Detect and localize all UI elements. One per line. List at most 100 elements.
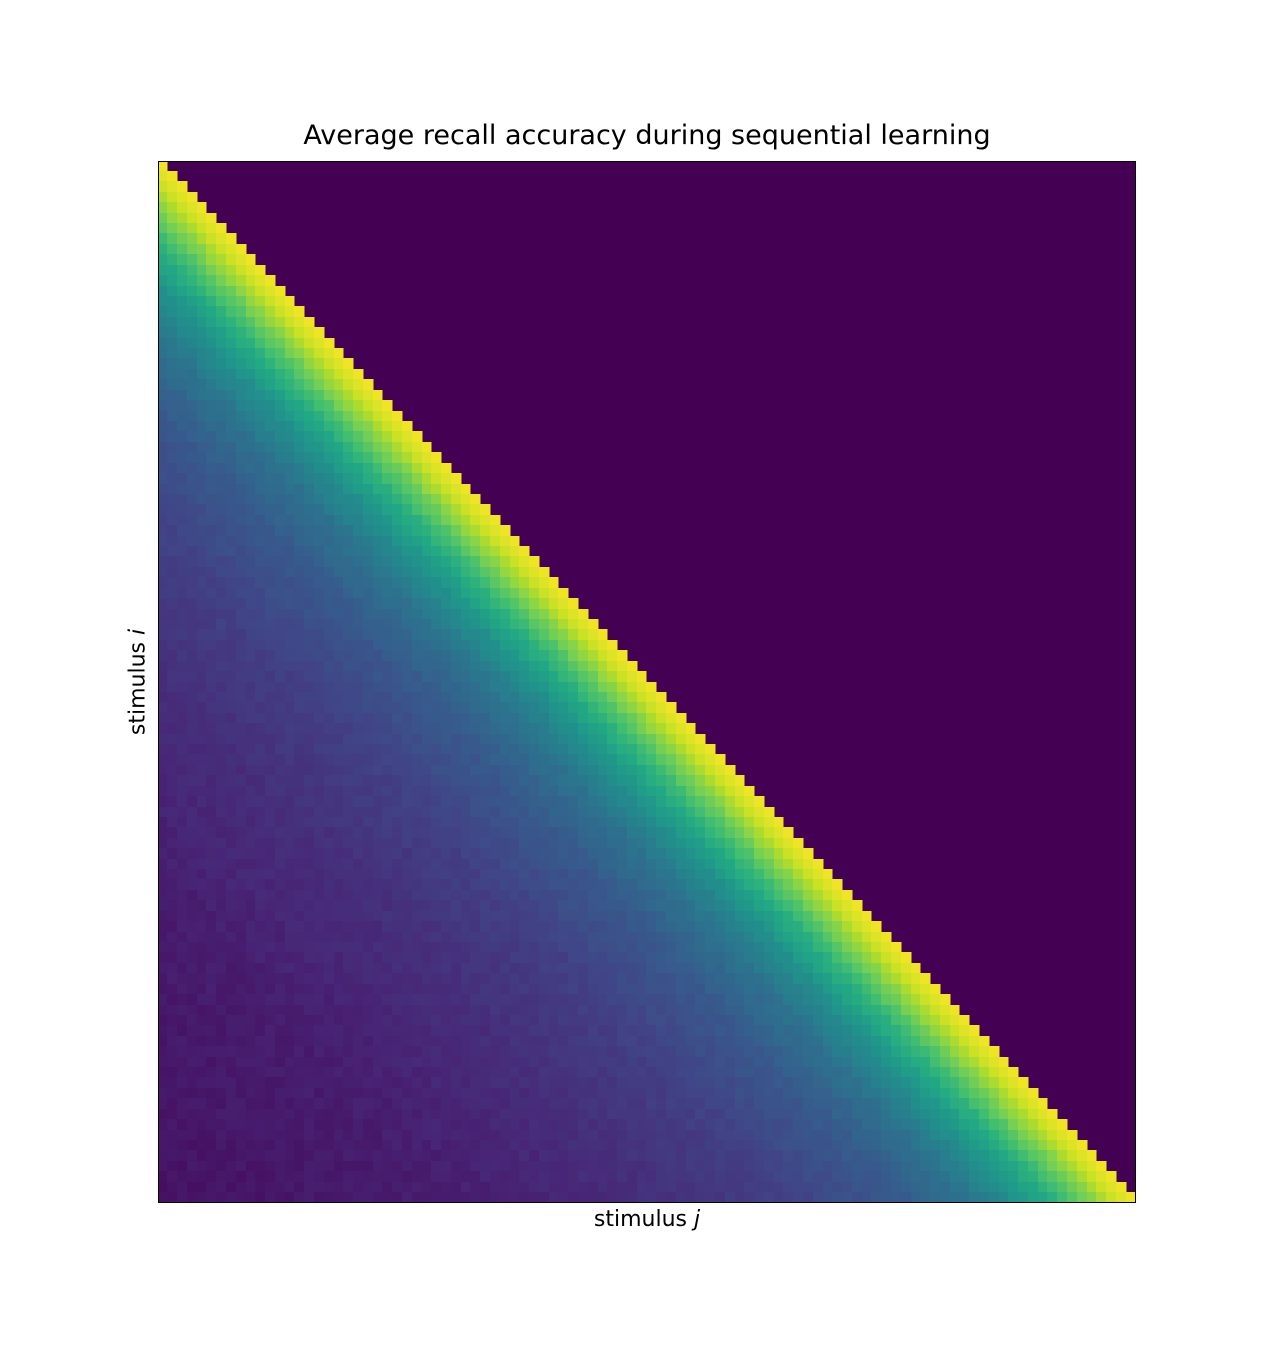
heatmap-cell — [490, 1098, 501, 1110]
heatmap-cell — [382, 1140, 393, 1151]
heatmap-cell — [285, 994, 295, 1006]
heatmap-cell — [842, 973, 853, 985]
heatmap-cell — [285, 827, 295, 839]
heatmap-cell — [500, 525, 511, 537]
heatmap-cell — [197, 952, 207, 964]
heatmap-cell — [167, 504, 178, 516]
heatmap-cell — [392, 1077, 403, 1089]
heatmap-cell — [304, 504, 315, 516]
heatmap-cell — [940, 1109, 951, 1120]
heatmap-cell — [255, 848, 266, 860]
heatmap-cell — [255, 338, 266, 349]
heatmap-cell — [285, 536, 295, 547]
heatmap-cell — [431, 817, 442, 828]
heatmap-cell — [1038, 1161, 1048, 1172]
heatmap-cell — [197, 682, 207, 693]
heatmap-cell — [412, 1182, 423, 1193]
heatmap-cell — [695, 869, 706, 880]
heatmap-cell — [1038, 1140, 1048, 1151]
heatmap-cell — [412, 640, 423, 651]
heatmap-cell — [686, 754, 696, 766]
heatmap-cell — [519, 1109, 530, 1120]
heatmap-cell — [725, 1015, 736, 1026]
heatmap-cell — [363, 1036, 374, 1047]
heatmap-cell — [510, 921, 520, 933]
heatmap-cell — [422, 869, 432, 880]
heatmap-cell — [167, 202, 178, 214]
heatmap-cell — [236, 869, 247, 880]
heatmap-cell — [539, 1057, 550, 1068]
heatmap-cell — [236, 859, 247, 870]
heatmap-cell — [314, 629, 325, 641]
heatmap-cell — [920, 973, 931, 985]
heatmap-cell — [363, 452, 374, 464]
heatmap-cell — [950, 1005, 960, 1016]
heatmap-cell — [744, 817, 755, 828]
heatmap-cell — [461, 890, 471, 901]
heatmap-cell — [441, 650, 452, 662]
heatmap-cell — [451, 1015, 462, 1026]
heatmap-cell — [158, 181, 168, 193]
heatmap-cell — [852, 1015, 863, 1026]
heatmap-cell — [735, 1109, 745, 1120]
heatmap-cell — [226, 859, 237, 870]
heatmap-cell — [226, 400, 237, 412]
heatmap-cell — [402, 588, 413, 599]
heatmap-cell — [461, 1140, 471, 1151]
heatmap-cell — [823, 1005, 833, 1016]
heatmap-cell — [431, 661, 442, 672]
heatmap-cell — [607, 890, 618, 901]
heatmap-cell — [578, 942, 589, 953]
heatmap-cell — [617, 775, 628, 787]
heatmap-cell — [500, 744, 511, 755]
heatmap-cell — [353, 765, 364, 776]
heatmap-cell — [666, 994, 677, 1006]
heatmap-cell — [666, 754, 677, 766]
heatmap-cell — [607, 692, 618, 703]
heatmap-cell — [422, 494, 432, 505]
heatmap-cell — [206, 609, 217, 620]
heatmap-cell — [842, 1182, 853, 1193]
heatmap-cell — [334, 932, 344, 943]
heatmap-cell — [236, 848, 247, 860]
heatmap-cell — [539, 1036, 550, 1047]
heatmap-cell — [431, 452, 442, 464]
heatmap-cell — [920, 1046, 931, 1058]
heatmap-cell — [353, 900, 364, 912]
heatmap-cell — [226, 973, 237, 985]
heatmap-cell — [539, 1182, 550, 1193]
heatmap-cell — [343, 754, 354, 766]
heatmap-cell — [314, 650, 325, 662]
heatmap-cell — [519, 859, 530, 870]
heatmap-cell — [754, 1067, 765, 1078]
heatmap-cell — [334, 525, 344, 537]
heatmap-cell — [441, 984, 452, 995]
heatmap-cell — [206, 817, 217, 828]
heatmap-cell — [774, 1067, 784, 1078]
heatmap-cell — [187, 1025, 198, 1037]
heatmap-cell — [588, 1015, 599, 1026]
heatmap-cell — [578, 619, 589, 630]
heatmap-cell — [294, 713, 305, 724]
heatmap-cell — [392, 1109, 403, 1120]
heatmap-cell — [461, 1057, 471, 1068]
heatmap-cell — [343, 1109, 354, 1120]
heatmap-cell — [206, 1109, 217, 1120]
heatmap-cell — [725, 911, 736, 922]
heatmap-cell — [695, 1025, 706, 1037]
heatmap-cell — [422, 973, 432, 985]
heatmap-cell — [891, 1005, 902, 1016]
heatmap-cell — [490, 588, 501, 599]
heatmap-cell — [901, 1098, 912, 1110]
heatmap-cell — [187, 1130, 198, 1141]
heatmap-cell — [177, 869, 188, 880]
heatmap-cell — [226, 963, 237, 974]
heatmap-cell — [744, 879, 755, 891]
heatmap-cell — [285, 734, 295, 745]
heatmap-cell — [901, 1036, 912, 1047]
heatmap-cell — [158, 848, 168, 860]
heatmap-cell — [803, 1182, 814, 1193]
heatmap-cell — [871, 1005, 882, 1016]
heatmap-cell — [490, 1057, 501, 1068]
heatmap-cell — [686, 879, 696, 891]
